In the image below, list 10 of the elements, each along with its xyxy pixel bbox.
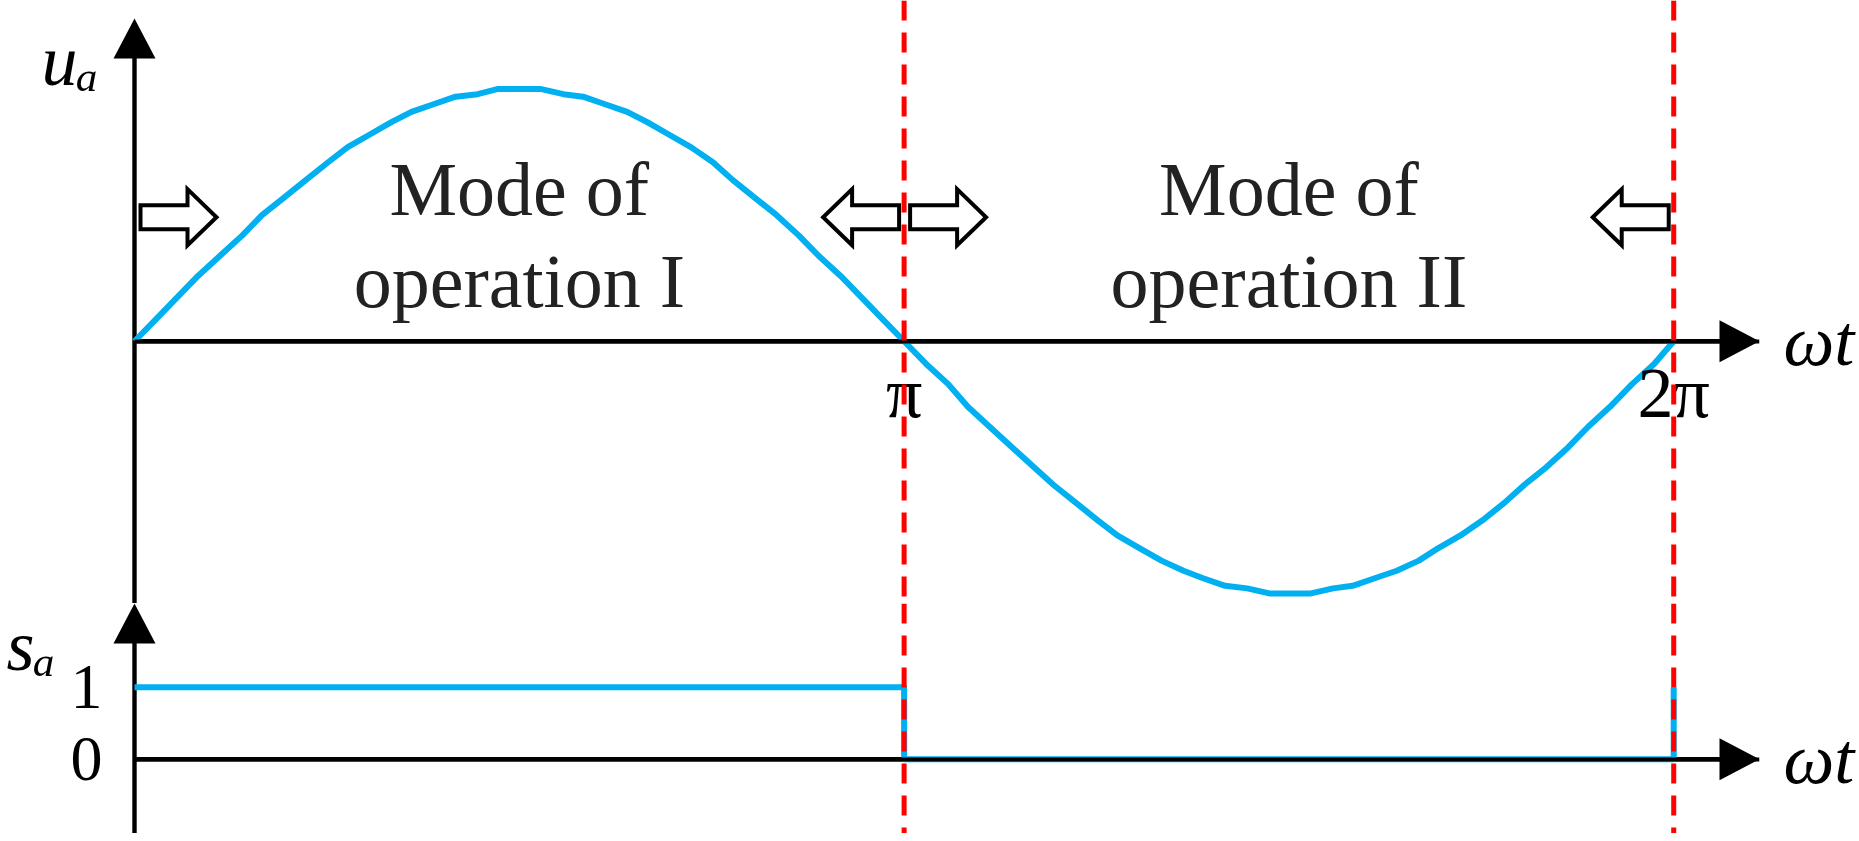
y-tick-label: 0 xyxy=(70,723,103,795)
x-axis-title: ωt xyxy=(1783,301,1857,382)
x-tick-label: 2π xyxy=(1637,353,1710,434)
y-axis-title: sₐ xyxy=(6,605,56,686)
y-tick-label: 1 xyxy=(70,651,103,723)
annotation: Mode of operation II xyxy=(1110,147,1468,324)
annotation: Mode of operation I xyxy=(353,147,685,324)
y-axis-title: uₐ xyxy=(41,20,99,101)
x-axis-title: ωt xyxy=(1783,719,1857,800)
x-tick-label: π xyxy=(885,353,923,434)
